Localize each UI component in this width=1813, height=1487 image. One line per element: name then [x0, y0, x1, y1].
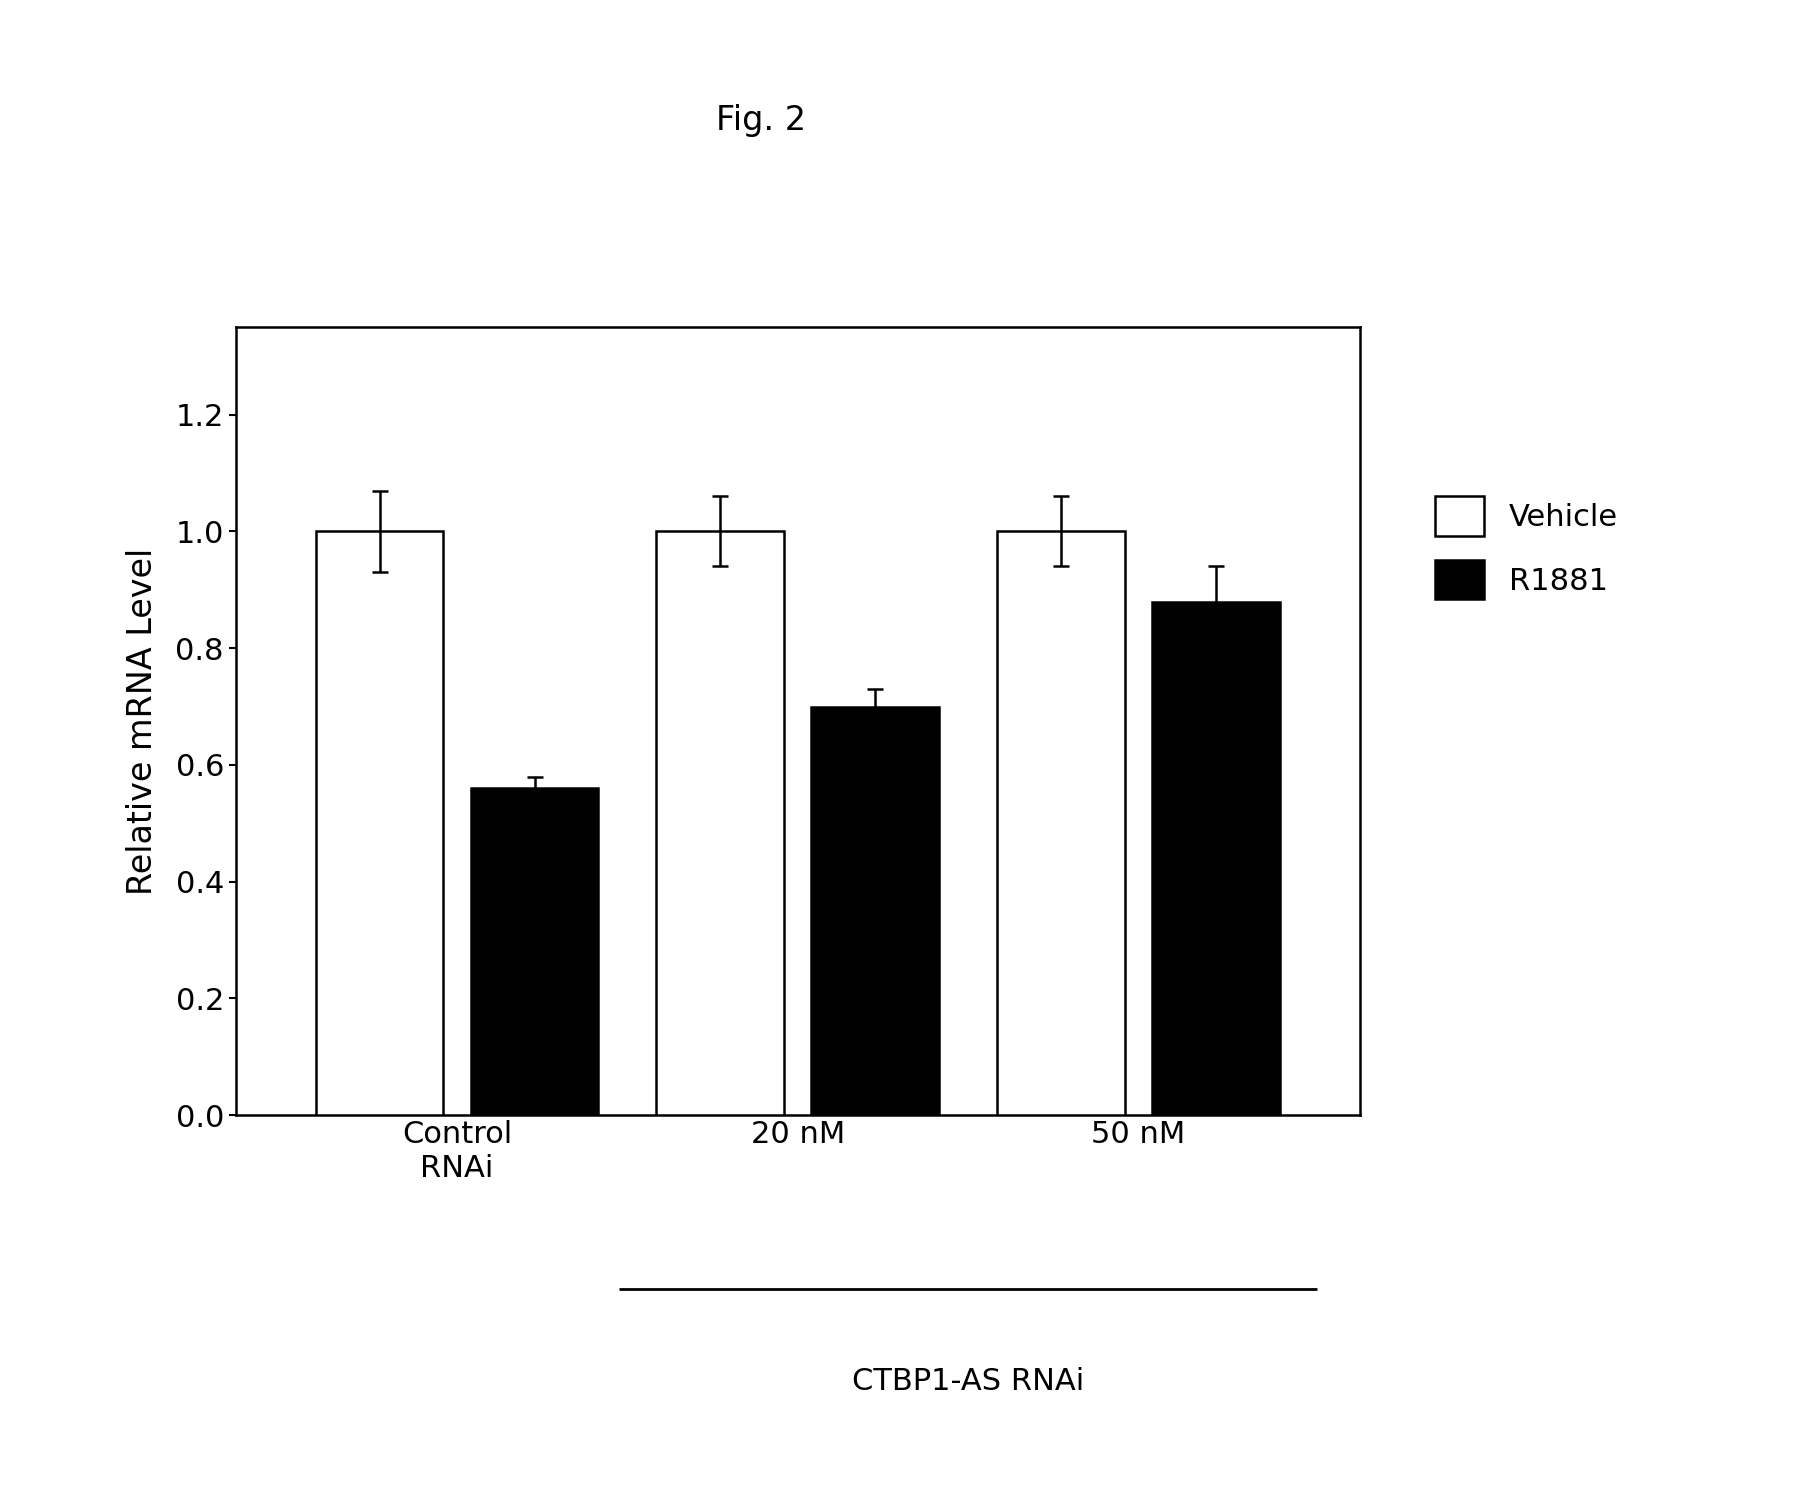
Bar — [471, 788, 598, 1115]
Text: CTBP1-AS RNAi: CTBP1-AS RNAi — [852, 1368, 1084, 1396]
Bar — [1151, 602, 1280, 1115]
Text: Fig. 2: Fig. 2 — [716, 104, 807, 137]
Bar — [315, 531, 444, 1115]
Y-axis label: Relative mRNA Level: Relative mRNA Level — [125, 547, 160, 895]
Legend: Vehicle, R1881: Vehicle, R1881 — [1420, 482, 1634, 614]
Bar — [997, 531, 1124, 1115]
Bar — [812, 706, 939, 1115]
Bar — [656, 531, 783, 1115]
